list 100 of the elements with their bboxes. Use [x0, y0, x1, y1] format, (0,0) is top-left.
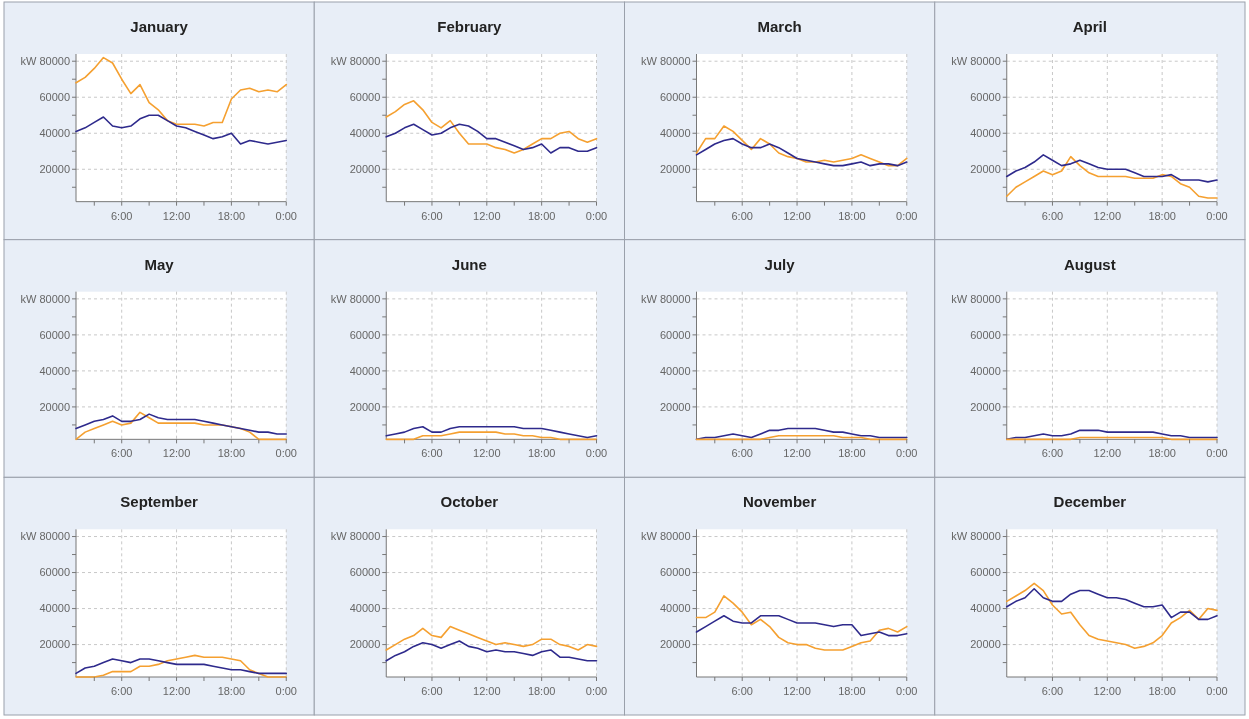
y-tick-label: kW 80000 — [330, 530, 381, 543]
line-series — [75, 56, 288, 127]
y-tick-label: kW 80000 — [951, 292, 1001, 305]
line-series — [695, 595, 908, 651]
x-tick-label: 6:00 — [731, 209, 753, 222]
y-tick-label: 20000 — [349, 638, 381, 651]
y-tick-label: 60000 — [970, 328, 1001, 341]
x-tick-label: 12:00 — [783, 209, 811, 222]
chart-title: November — [742, 493, 817, 511]
line-series — [385, 625, 598, 651]
x-tick-label: 18:00 — [838, 447, 866, 460]
x-tick-label: 12:00 — [473, 685, 501, 697]
y-tick-label: kW 80000 — [330, 55, 381, 68]
chart-title: June — [451, 255, 487, 273]
x-tick-label: 12:00 — [473, 209, 501, 222]
x-tick-label: 18:00 — [217, 447, 246, 460]
x-tick-label: 12:00 — [783, 447, 811, 460]
y-tick-label: kW 80000 — [20, 292, 70, 305]
x-tick-label: 18:00 — [217, 209, 246, 222]
y-tick-label: 20000 — [659, 400, 691, 413]
chart-title: October — [440, 493, 499, 511]
x-tick-label: 6:00 — [111, 209, 133, 222]
y-tick-label: kW 80000 — [951, 55, 1001, 68]
x-tick-label: 12:00 — [162, 209, 191, 222]
chart-title: February — [437, 18, 503, 35]
y-tick-label: 20000 — [970, 638, 1001, 651]
x-tick-label: 0:00 — [1206, 685, 1228, 697]
x-tick-label: 18:00 — [1148, 685, 1176, 697]
y-tick-label: 20000 — [970, 400, 1001, 413]
y-tick-label: 60000 — [39, 91, 70, 104]
line-series — [385, 100, 598, 154]
line-series — [1005, 582, 1218, 649]
y-tick-label: 60000 — [349, 566, 381, 579]
y-tick-label: 20000 — [39, 638, 70, 651]
chart-title: August — [1064, 255, 1116, 273]
chart-title: January — [130, 18, 189, 35]
x-tick-label: 6:00 — [1041, 209, 1064, 222]
y-tick-label: 20000 — [970, 163, 1001, 176]
x-tick-label: 18:00 — [217, 685, 246, 697]
x-tick-label: 6:00 — [421, 447, 443, 460]
x-tick-label: 12:00 — [1093, 685, 1122, 697]
y-tick-label: 20000 — [659, 638, 691, 651]
x-tick-label: 0:00 — [585, 685, 608, 697]
y-tick-label: 20000 — [349, 163, 381, 176]
y-tick-label: 60000 — [659, 91, 691, 104]
x-tick-label: 6:00 — [421, 685, 443, 697]
y-tick-label: 40000 — [659, 602, 691, 615]
x-tick-label: 6:00 — [1041, 447, 1064, 460]
y-tick-label: kW 80000 — [640, 55, 691, 68]
chart-title: December — [1053, 493, 1127, 511]
x-tick-label: 0:00 — [896, 447, 918, 460]
y-tick-label: kW 80000 — [640, 530, 691, 543]
y-tick-label: 60000 — [39, 328, 70, 341]
x-tick-label: 0:00 — [275, 209, 297, 222]
line-series — [75, 114, 288, 145]
chart-title: July — [764, 255, 796, 273]
y-tick-label: kW 80000 — [20, 530, 70, 543]
line-series — [385, 123, 598, 154]
y-tick-label: 40000 — [970, 602, 1001, 615]
x-tick-label: 12:00 — [1093, 447, 1122, 460]
x-tick-label: 6:00 — [421, 209, 443, 222]
y-tick-label: 60000 — [659, 328, 691, 341]
line-series — [695, 614, 908, 637]
x-tick-label: 0:00 — [1206, 209, 1228, 222]
y-tick-label: 60000 — [39, 566, 70, 579]
y-tick-label: 60000 — [349, 328, 381, 341]
y-tick-label: 60000 — [970, 566, 1001, 579]
x-tick-label: 0:00 — [275, 447, 297, 460]
y-tick-label: 40000 — [39, 127, 70, 140]
x-tick-label: 6:00 — [111, 447, 133, 460]
x-tick-label: 0:00 — [275, 685, 297, 697]
y-tick-label: 40000 — [349, 127, 381, 140]
y-tick-label: 20000 — [39, 400, 70, 413]
line-series — [695, 125, 908, 167]
x-tick-label: 0:00 — [585, 209, 608, 222]
line-series — [1005, 587, 1218, 621]
line-series — [75, 413, 288, 435]
x-tick-label: 18:00 — [527, 685, 556, 697]
x-tick-label: 6:00 — [731, 685, 753, 697]
y-tick-label: 40000 — [659, 364, 691, 377]
x-tick-label: 18:00 — [1148, 447, 1176, 460]
y-tick-label: 20000 — [659, 163, 691, 176]
y-tick-label: 40000 — [349, 364, 381, 377]
x-tick-label: 0:00 — [896, 685, 918, 697]
chart-title: September — [120, 493, 199, 511]
y-tick-label: 40000 — [659, 127, 691, 140]
x-tick-label: 18:00 — [1148, 209, 1176, 222]
y-tick-label: kW 80000 — [330, 292, 381, 305]
y-tick-label: kW 80000 — [640, 292, 691, 305]
x-tick-label: 18:00 — [527, 209, 556, 222]
y-tick-label: 40000 — [349, 602, 381, 615]
y-tick-label: 40000 — [970, 364, 1001, 377]
x-tick-label: 6:00 — [731, 447, 753, 460]
y-tick-label: 20000 — [39, 163, 70, 176]
x-tick-label: 12:00 — [783, 685, 811, 697]
x-tick-label: 0:00 — [896, 209, 918, 222]
chart-title: May — [144, 255, 175, 273]
line-series — [1005, 154, 1218, 183]
x-tick-label: 12:00 — [1093, 209, 1122, 222]
y-tick-label: 40000 — [39, 602, 70, 615]
